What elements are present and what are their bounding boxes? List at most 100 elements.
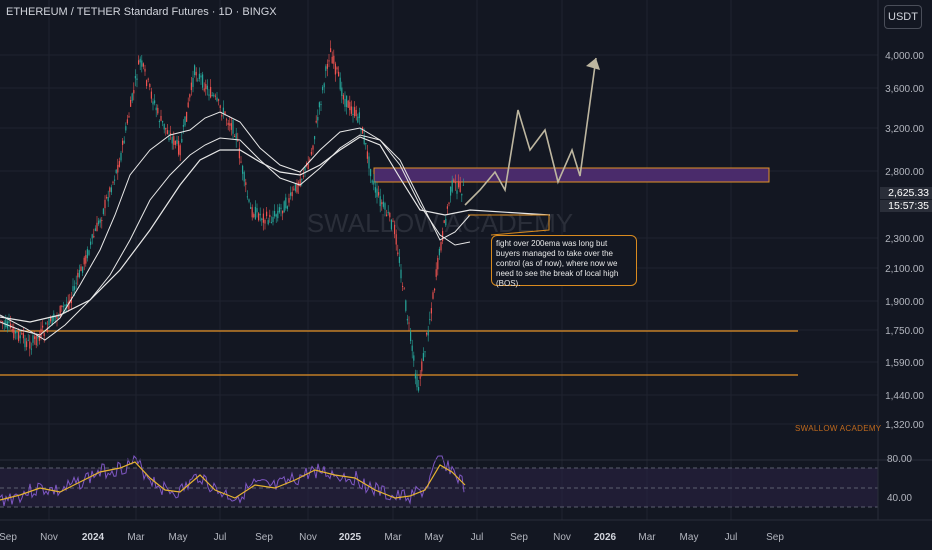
candle-body <box>197 79 199 81</box>
candle-body <box>384 203 386 210</box>
candle-body <box>262 213 264 223</box>
candle-body <box>246 196 248 198</box>
candle-body <box>328 60 330 62</box>
candle-body <box>206 85 208 90</box>
candle-body <box>160 115 162 121</box>
candle-body <box>173 136 175 145</box>
candle-body <box>302 175 304 177</box>
candle-body <box>13 326 15 339</box>
candle-body <box>405 300 407 311</box>
candle-body <box>98 220 100 225</box>
candle-body <box>317 116 319 121</box>
candle-body <box>230 123 232 130</box>
candle-body <box>141 60 143 67</box>
currency-selector[interactable]: USDT <box>884 5 922 29</box>
candle-body <box>210 87 212 98</box>
candle-body <box>411 345 413 351</box>
candle-body <box>186 111 188 122</box>
candle-body <box>101 220 103 222</box>
candle-body <box>78 270 80 278</box>
candle-body <box>461 193 463 196</box>
candle-body <box>29 341 31 349</box>
candle-body <box>123 140 125 144</box>
candle-body <box>46 327 48 332</box>
candle-body <box>365 142 367 145</box>
time-label: May <box>680 532 699 543</box>
rsi-ma-line <box>0 461 466 501</box>
brand-watermark: SWALLOW ACADEMY <box>795 424 882 433</box>
candle-body <box>125 126 127 131</box>
candle-body <box>354 107 356 117</box>
candle-body <box>35 335 37 346</box>
candle-body <box>299 179 301 187</box>
time-label: Jul <box>471 532 484 543</box>
candle-body <box>282 210 284 214</box>
candle-body <box>424 351 426 353</box>
candle-body <box>224 111 226 115</box>
chart-grid <box>0 0 878 520</box>
candle-body <box>168 137 170 141</box>
candle-body <box>314 136 316 140</box>
candle-body <box>318 102 320 108</box>
candle-body <box>189 94 191 98</box>
candle-body <box>205 84 207 90</box>
candle-body <box>322 86 324 91</box>
candle-body <box>75 282 77 284</box>
candle-body <box>400 269 402 279</box>
candle-body <box>242 165 244 174</box>
candle-body <box>264 219 266 224</box>
candle-body <box>331 56 333 64</box>
candle-body <box>443 220 445 223</box>
candle-body <box>456 190 458 194</box>
candle-body <box>195 71 197 76</box>
candle-body <box>347 100 349 108</box>
candle-body <box>178 140 180 155</box>
price-label: 1,750.00 <box>885 326 924 337</box>
candle-body <box>386 214 388 217</box>
candle-body <box>403 288 405 290</box>
candle-body <box>192 77 194 87</box>
candle-body <box>382 201 384 207</box>
time-label: Mar <box>384 532 402 543</box>
candle-body <box>72 286 74 292</box>
candle-body <box>91 234 93 239</box>
candle-body <box>114 179 116 181</box>
candle-body <box>291 191 293 197</box>
candle-body <box>38 334 40 341</box>
candle-body <box>83 257 85 265</box>
candle-body <box>358 112 360 119</box>
candle-body <box>147 78 149 80</box>
time-label: May <box>169 532 188 543</box>
candle-body <box>256 208 258 213</box>
candle-body <box>232 120 234 134</box>
current-price-tag: 2,625.33 <box>880 187 932 199</box>
candle-body <box>370 168 372 177</box>
candle-body <box>171 137 173 144</box>
candle-body <box>216 97 218 101</box>
candle-body <box>62 306 64 308</box>
candle-body <box>30 348 32 350</box>
candle-body <box>170 133 172 135</box>
candle-body <box>21 333 23 335</box>
candle-body <box>274 210 276 217</box>
candle-body <box>459 182 461 192</box>
candle-body <box>219 105 221 108</box>
candle-body <box>310 151 312 155</box>
candle-body <box>272 217 274 222</box>
time-label: Sep <box>766 532 784 543</box>
resistance-zone <box>373 167 770 183</box>
candle-body <box>48 318 50 326</box>
candle-body <box>19 335 21 339</box>
candle-body <box>315 120 317 123</box>
candle-body <box>251 207 253 218</box>
candle-body <box>398 256 400 263</box>
candle-body <box>397 252 399 255</box>
candle-body <box>86 249 88 259</box>
candle-body <box>2 321 4 323</box>
candle-body <box>250 207 252 209</box>
candle-body <box>194 65 196 75</box>
candle-body <box>126 119 128 124</box>
candle-body <box>448 202 450 204</box>
candle-body <box>240 161 242 163</box>
